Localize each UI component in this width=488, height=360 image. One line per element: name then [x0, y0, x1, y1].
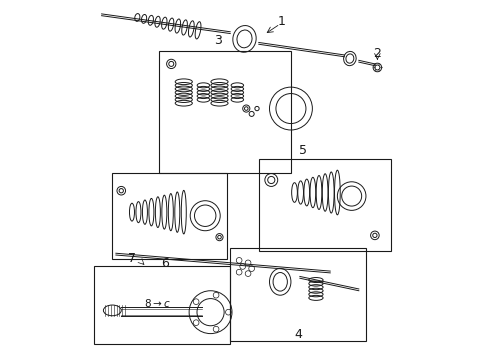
- Bar: [94, 266, 230, 344]
- Text: 6: 6: [161, 257, 169, 270]
- Text: $8{\rightarrow}c$: $8{\rightarrow}c$: [143, 297, 170, 309]
- Bar: [159, 51, 290, 173]
- Text: 5: 5: [299, 144, 307, 157]
- Text: 7: 7: [128, 252, 136, 265]
- Text: 3: 3: [213, 34, 221, 47]
- Bar: [230, 248, 365, 341]
- Text: 1: 1: [278, 14, 285, 27]
- Bar: [258, 158, 390, 251]
- Text: 4: 4: [294, 328, 302, 341]
- Text: 2: 2: [372, 47, 380, 60]
- Bar: [112, 173, 226, 258]
